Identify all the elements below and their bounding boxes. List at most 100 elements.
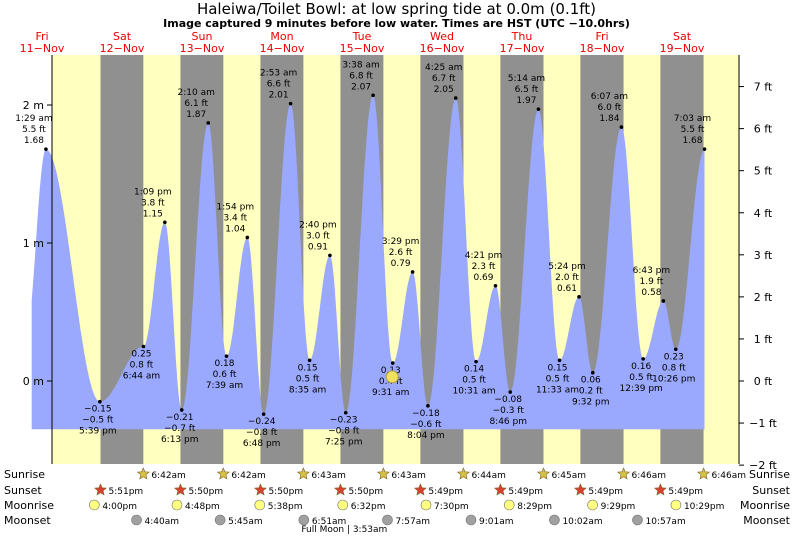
tide-point [328,253,332,258]
sunrise-icon [617,467,631,480]
tide-ft-label: 0.5 ft [629,373,653,383]
tide-m-label: 1.68 [682,136,702,146]
day-name: Fri [35,30,48,43]
tide-m-label: 0.58 [641,288,661,298]
tide-ft-label: 1.9 ft [640,277,664,287]
tide-time-label: 10:31 am [453,387,496,397]
tide-point [641,357,645,361]
tide-time-label: 8:04 pm [407,431,445,441]
moonset-icon [632,514,643,526]
sunset-icon [413,483,427,496]
moonrise-icon [337,499,349,511]
tide-time-label: 12:39 pm [620,384,663,394]
y-tick-label-m: 0 m [23,375,44,388]
moonrise-time: 6:32pm [351,502,386,512]
sunset-icon [493,483,507,496]
tide-m-label: 1.68 [24,136,44,146]
tide-m-label: 1.04 [225,224,245,234]
moonset-icon [465,514,477,526]
moonset-icon [214,514,226,526]
tide-time-label: 9:32 pm [572,398,610,408]
tide-m-label: 2.05 [434,85,454,95]
tide-m-label: −0.18 [412,409,440,419]
now-marker [385,370,399,384]
tide-point [288,101,293,106]
tide-point [557,358,562,363]
y-tick-label-ft: 4 ft [754,207,773,220]
day-date: 17−Nov [500,42,545,55]
sunset-icon [253,483,267,496]
tide-time-label: 5:39 pm [79,427,117,437]
sunset-icon [94,483,107,496]
sunrise-icon [296,467,310,480]
tide-point [261,412,266,416]
tide-ft-label: 0.5 ft [296,374,320,384]
tide-ft-label: −0.8 ft [328,427,360,437]
tide-m-label: 2.07 [351,82,371,92]
tide-point [307,358,312,363]
moonset-icon [131,514,142,526]
tide-point [141,344,146,349]
tide-m-label: 0.23 [664,352,684,362]
tide-time-label: 3:38 am [342,60,379,70]
y-tick-label-ft: 2 ft [754,291,773,304]
tide-ft-label: 5.5 ft [22,125,46,135]
day-name: Sat [673,30,692,43]
day-date: 14−Nov [260,42,305,55]
y-tick-label-m: 2 m [23,99,44,112]
day-date: 13−Nov [180,42,225,55]
row-label-right-sunset: Sunset [752,484,790,497]
tide-point [245,235,250,240]
sunset-icon [333,483,347,496]
row-label-left-moonset: Moonset [4,514,51,527]
tide-point [224,354,229,358]
tide-ft-label: 2.6 ft [389,248,413,258]
sunset-time: 5:50pm [188,487,223,497]
sunrise-time: 6:45am [552,471,587,481]
sunrise-time: 6:43am [391,471,426,481]
day-name: Sat [113,30,132,43]
sunset-time: 5:49pm [588,487,623,497]
day-date: 18−Nov [580,42,625,55]
y-tick-label-ft: 1 ft [754,333,773,346]
tide-ft-label: 3.0 ft [306,231,330,241]
row-label-right-moonrise: Moonrise [740,499,790,512]
tide-time-label: 6:07 am [591,92,628,102]
sunrise-time: 6:42am [151,471,186,481]
tide-time-label: 2:53 am [260,69,297,79]
tide-ft-label: 6.8 ft [349,71,373,81]
tide-m-label: 0.79 [391,259,411,269]
tide-time-label: 7:25 pm [325,438,363,448]
tide-time-label: 7:39 am [206,381,243,391]
tide-time-label: 10:26 pm [652,374,695,384]
sunset-time: 5:51pm [109,487,144,497]
row-label-left-sunrise: Sunrise [4,468,45,481]
y-tick-label-ft: 5 ft [754,165,773,178]
tide-area [31,95,705,430]
tide-m-label: 2.01 [269,91,289,101]
tide-time-label: 11:33 am [536,385,579,395]
tide-ft-label: 6.5 ft [515,85,539,95]
tide-point [163,220,167,225]
moonrise-time: 7:30pm [434,502,469,512]
day-name: Wed [430,30,454,43]
moonset-time: 6:51am [312,517,347,527]
moonrise-time: 4:48pm [185,502,220,512]
sunrise-time: 6:44am [471,471,506,481]
moonset-time: 4:40am [145,517,180,527]
tide-time-label: 1:09 pm [134,187,172,197]
chart-subtitle: Image captured 9 minutes before low wate… [163,17,630,30]
chart-title: Haleiwa/Toilet Bowl: at low spring tide … [196,0,597,18]
day-date: 15−Nov [340,42,385,55]
sunrise-icon [456,467,470,480]
tide-time-label: 5:14 am [508,74,545,84]
tide-time-label: 3:29 pm [382,237,420,247]
y-tick-label-ft: 7 ft [754,81,773,94]
tide-m-label: 0.06 [581,376,601,386]
moonrise-icon [670,499,682,511]
sunrise-icon [376,467,390,480]
tide-time-label: 9:31 am [372,388,409,398]
moonrise-time: 4:00pm [102,502,137,512]
